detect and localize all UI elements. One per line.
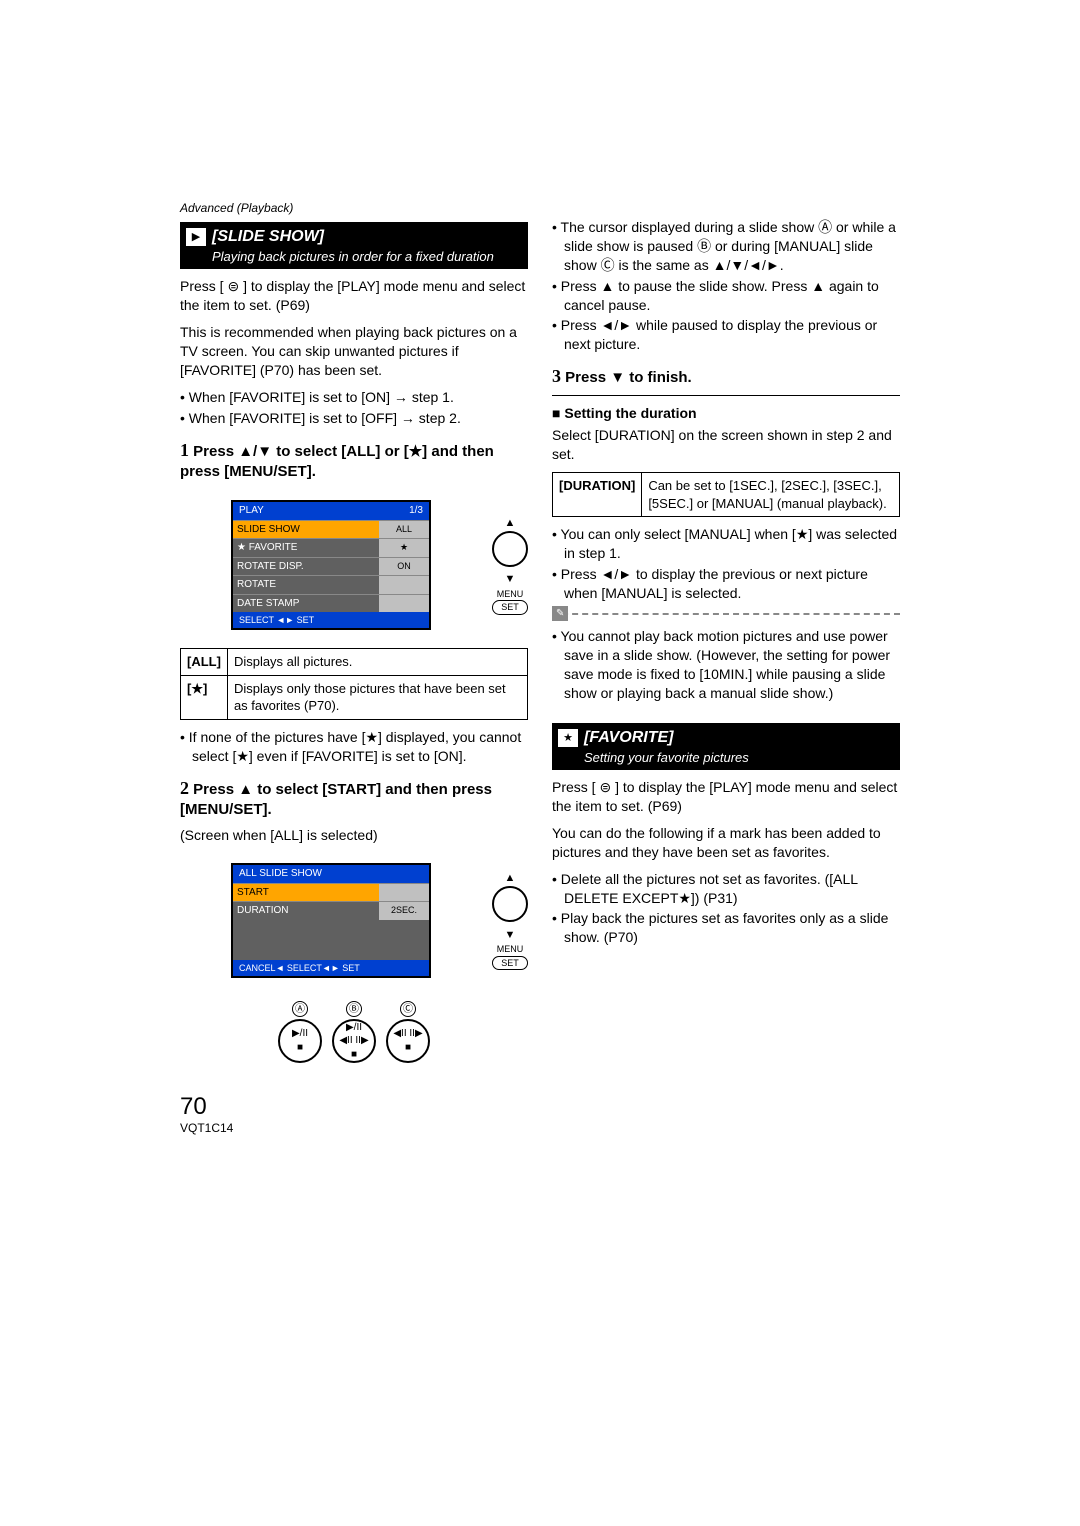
step-3-text: Press ▼ to finish.: [565, 369, 692, 386]
dpad-menu-label: MENU: [492, 943, 528, 956]
slideshow-subtitle: Playing back pictures in order for a fix…: [212, 248, 494, 266]
note-divider: ✎: [552, 613, 900, 622]
menu-row-val: [379, 884, 429, 902]
manual-prevnext-note: Press ◄/► to display the previous or nex…: [552, 565, 900, 603]
menu-row-label: SLIDE SHOW: [233, 521, 379, 539]
menu-row-label: ROTATE: [233, 576, 379, 594]
slideshow-icon: ▶: [186, 228, 206, 246]
menu-footer: CANCEL◄ SELECT◄► SET: [233, 960, 429, 976]
step-2-text: Press ▲ to select [START] and then press…: [180, 781, 492, 818]
slideshow-intro-1: Press [ ⊜ ] to display the [PLAY] mode m…: [180, 277, 528, 315]
prevnext-note: Press ◄/► while paused to display the pr…: [552, 316, 900, 354]
favorite-icon: ★: [558, 729, 578, 747]
duration-value: Can be set to [1SEC.], [2SEC.], [3SEC.],…: [642, 473, 900, 517]
options-table: [ALL]Displays all pictures. [★]Displays …: [180, 648, 528, 720]
ctrl-a-icon: ▶/II■: [278, 1019, 322, 1063]
dpad-set-label: SET: [492, 600, 528, 615]
divider: [552, 395, 900, 396]
manual-note: You can only select [MANUAL] when [★] wa…: [552, 525, 900, 563]
menu-title: ALL SLIDE SHOW: [239, 867, 322, 881]
ctrl-b-label: Ⓑ: [346, 1001, 362, 1017]
menu-row-val: [379, 576, 429, 594]
duration-table: [DURATION]Can be set to [1SEC.], [2SEC.]…: [552, 472, 900, 517]
opt-star-label: [★]: [181, 675, 228, 719]
cursor-note: The cursor displayed during a slide show…: [552, 218, 900, 275]
favorite-section-header: ★ [FAVORITE] Setting your favorite pictu…: [552, 723, 900, 770]
menu-row-val: ON: [379, 558, 429, 576]
menu-row-val: ALL: [379, 521, 429, 539]
ctrl-c-label: Ⓒ: [400, 1001, 416, 1017]
fav-off-note: When [FAVORITE] is set to [OFF] → step 2…: [180, 409, 528, 428]
opt-all-desc: Displays all pictures.: [227, 649, 527, 676]
slideshow-title: [SLIDE SHOW]: [212, 226, 494, 248]
motion-note: You cannot play back motion pictures and…: [552, 627, 900, 703]
menu-row-label: DATE STAMP: [233, 595, 379, 613]
dpad-icon: ▲ ▼ MENU SET: [492, 871, 528, 970]
fav-on-note: When [FAVORITE] is set to [ON] → step 1.: [180, 388, 528, 407]
slideshow-section-header: ▶ [SLIDE SHOW] Playing back pictures in …: [180, 222, 528, 269]
doc-code: VQT1C14: [180, 1121, 900, 1135]
menu-row-label: ROTATE DISP.: [233, 558, 379, 576]
menu-page: 1/3: [409, 504, 423, 518]
favorite-bullet-2: Play back the pictures set as favorites …: [552, 909, 900, 947]
menu-row-val: 2SEC.: [379, 902, 429, 920]
ctrl-a-label: Ⓐ: [292, 1001, 308, 1017]
start-menu-illustration: ALL SLIDE SHOW START DURATION2SEC. CANCE…: [180, 853, 528, 988]
menu-row-val: [379, 595, 429, 613]
menu-row-label: DURATION: [233, 902, 379, 920]
step-1-text: Press ▲/▼ to select [ALL] or [★] and the…: [180, 443, 494, 480]
opt-all-label: [ALL]: [181, 649, 228, 676]
favorite-intro-2: You can do the following if a mark has b…: [552, 824, 900, 862]
slideshow-intro-2: This is recommended when playing back pi…: [180, 323, 528, 380]
favorite-title: [FAVORITE]: [584, 727, 749, 749]
section-header-note: Advanced (Playback): [180, 200, 528, 216]
play-menu-illustration: PLAY 1/3 SLIDE SHOWALL ★ FAVORITE★ ROTATE…: [180, 490, 528, 640]
menu-title: PLAY: [239, 504, 264, 518]
step-1-heading: 1 Press ▲/▼ to select [ALL] or [★] and t…: [180, 438, 528, 483]
menu-row-label: START: [233, 884, 379, 902]
duration-label: [DURATION]: [553, 473, 642, 517]
duration-desc: Select [DURATION] on the screen shown in…: [552, 426, 900, 464]
favorite-bullet-1: Delete all the pictures not set as favor…: [552, 870, 900, 908]
dpad-menu-label: MENU: [492, 588, 528, 601]
dpad-set-label: SET: [492, 956, 528, 971]
menu-footer: SELECT ◄► SET: [233, 612, 429, 628]
playback-controls-row: Ⓐ ▶/II■ Ⓑ ▶/II◀II II▶■ Ⓒ ◀II II▶■: [180, 998, 528, 1063]
menu-row-val: ★: [379, 539, 429, 557]
pause-note: Press ▲ to pause the slide show. Press ▲…: [552, 277, 900, 315]
step-3-heading: 3 Press ▼ to finish.: [552, 364, 900, 388]
step-2-subtext: (Screen when [ALL] is selected): [180, 826, 528, 845]
dpad-icon: ▲ ▼ MENU SET: [492, 516, 528, 615]
favorite-intro-1: Press [ ⊜ ] to display the [PLAY] mode m…: [552, 778, 900, 816]
note-icon: ✎: [552, 606, 568, 622]
page-number: 70: [180, 1093, 900, 1121]
ctrl-b-icon: ▶/II◀II II▶■: [332, 1019, 376, 1063]
step1-note: If none of the pictures have [★] display…: [180, 728, 528, 766]
page-footer: 70 VQT1C14: [180, 1093, 900, 1135]
opt-star-desc: Displays only those pictures that have b…: [227, 675, 527, 719]
setting-duration-heading: Setting the duration: [552, 404, 900, 423]
ctrl-c-icon: ◀II II▶■: [386, 1019, 430, 1063]
favorite-subtitle: Setting your favorite pictures: [584, 749, 749, 767]
step-2-heading: 2 Press ▲ to select [START] and then pre…: [180, 776, 528, 821]
menu-row-label: ★ FAVORITE: [233, 539, 379, 557]
